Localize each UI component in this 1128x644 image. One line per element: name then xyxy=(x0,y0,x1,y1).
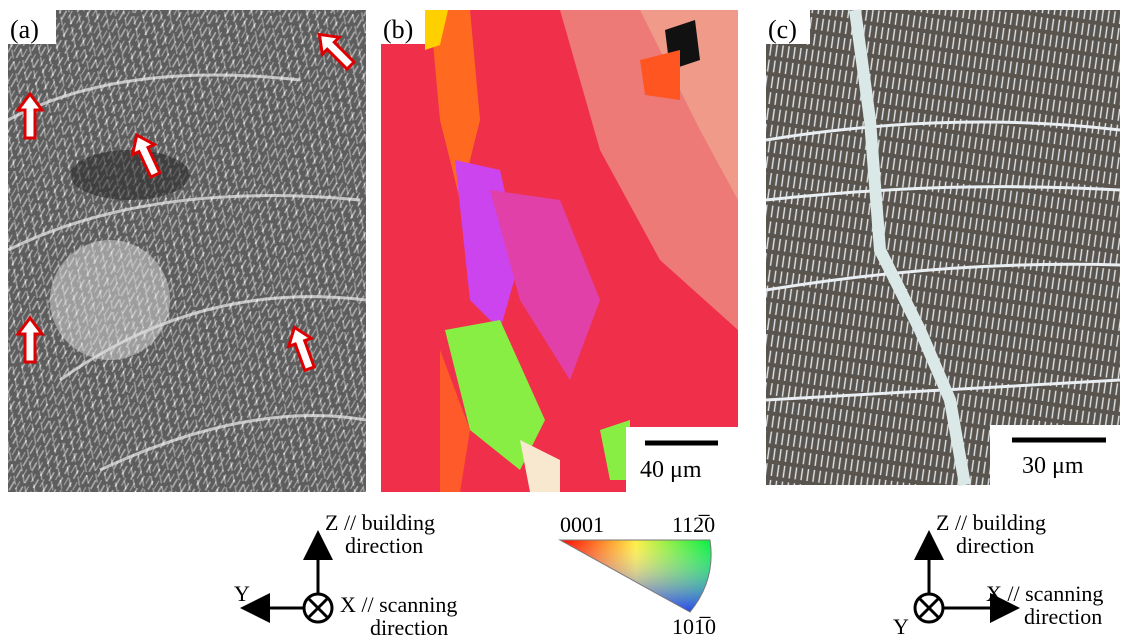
panel-label: (b) xyxy=(383,15,413,44)
panel-label: (c) xyxy=(768,15,797,44)
ipf-label: 0001 xyxy=(560,512,604,537)
axis-label: X // scanning xyxy=(340,592,457,617)
panel-b: 40 μm (b) xyxy=(381,10,738,492)
axis-label: Y xyxy=(893,614,909,639)
panel-label: (a) xyxy=(10,15,39,44)
axis-label: direction xyxy=(956,533,1034,558)
micrograph xyxy=(766,10,1120,485)
axis-label: Z // building xyxy=(936,510,1046,535)
axis-label: Y xyxy=(234,581,250,606)
axis-label: direction xyxy=(345,533,423,558)
scale-bar-label: 40 μm xyxy=(640,457,702,483)
figure: (a) 40 μm (b) 30 μ xyxy=(0,0,1128,639)
panel-c: 30 μm (c) xyxy=(766,10,1120,485)
ipf-key: 0001 112̅0 101̅0 xyxy=(560,512,716,639)
ipf-label: 101̅0 xyxy=(672,614,716,639)
panel-a: (a) xyxy=(8,10,366,492)
axis-label: X // scanning xyxy=(986,581,1103,606)
axis-label: Z // building xyxy=(325,510,435,535)
axis-label: direction xyxy=(1024,604,1102,629)
axis-label: direction xyxy=(370,615,448,639)
scale-bar-label: 30 μm xyxy=(1022,453,1084,479)
axes-left: Z // building direction Y X // scanning … xyxy=(234,510,457,639)
axes-right: Z // building direction Y X // scanning … xyxy=(893,510,1103,639)
ipf-label: 112̅0 xyxy=(672,512,715,537)
